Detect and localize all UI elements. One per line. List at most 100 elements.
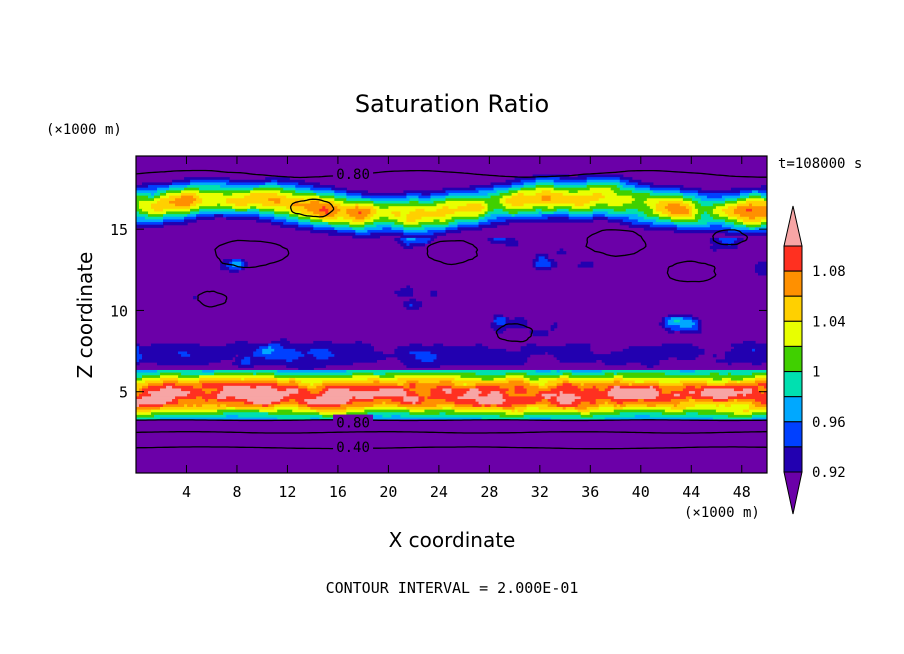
field-cell bbox=[526, 406, 540, 411]
field-cell bbox=[175, 203, 191, 207]
field-cell bbox=[697, 412, 735, 416]
field-cell bbox=[163, 383, 176, 387]
field-cell bbox=[265, 182, 278, 186]
field-cell bbox=[403, 245, 414, 250]
field-cell bbox=[409, 211, 456, 215]
field-cell bbox=[136, 206, 140, 210]
field-cell bbox=[637, 219, 657, 223]
field-cell bbox=[418, 195, 432, 199]
field-cell bbox=[244, 356, 251, 361]
field-cell bbox=[400, 214, 408, 218]
field-cell bbox=[745, 224, 762, 228]
field-cell bbox=[553, 211, 570, 215]
field-cell bbox=[142, 388, 161, 392]
field-cell bbox=[580, 414, 594, 419]
field-cell bbox=[262, 404, 269, 408]
field-cell bbox=[718, 214, 729, 218]
field-cell bbox=[478, 388, 510, 392]
field-cell bbox=[559, 248, 564, 252]
field-cell bbox=[373, 399, 393, 403]
field-cell bbox=[280, 399, 290, 403]
field-cell bbox=[148, 195, 155, 199]
field-cell bbox=[190, 179, 230, 184]
field-cell bbox=[652, 211, 663, 215]
field-cell bbox=[577, 264, 594, 268]
field-cell bbox=[562, 391, 609, 395]
field-cell bbox=[394, 214, 402, 218]
field-cell bbox=[349, 224, 365, 228]
field-cell bbox=[241, 377, 245, 382]
field-cell bbox=[262, 351, 272, 355]
colorbar-top-arrow bbox=[783, 205, 803, 247]
field-cell bbox=[487, 219, 507, 223]
field-cell bbox=[748, 216, 756, 220]
field-cell bbox=[289, 377, 296, 382]
field-cell bbox=[751, 412, 767, 416]
field-cell bbox=[232, 192, 251, 197]
field-cell bbox=[337, 206, 356, 210]
field-cell bbox=[409, 343, 423, 347]
field-cell bbox=[748, 227, 756, 231]
field-cell bbox=[160, 417, 278, 421]
field-cell bbox=[631, 195, 684, 199]
field-cell bbox=[577, 174, 624, 178]
x-tick-label: 48 bbox=[733, 483, 751, 501]
field-cell bbox=[298, 182, 320, 186]
field-cell bbox=[454, 409, 513, 413]
field-cell bbox=[208, 399, 218, 403]
field-cell bbox=[148, 214, 164, 218]
field-cell bbox=[538, 383, 546, 387]
field-cell bbox=[292, 409, 317, 413]
field-cell bbox=[184, 177, 230, 181]
field-cell bbox=[322, 383, 399, 387]
field-cell bbox=[187, 214, 197, 218]
field-cell bbox=[364, 222, 374, 226]
field-cell bbox=[136, 412, 152, 416]
field-cell bbox=[616, 192, 651, 197]
field-cell bbox=[553, 354, 699, 358]
contour-label-background bbox=[333, 414, 374, 430]
field-cell bbox=[226, 216, 260, 220]
field-cell bbox=[454, 383, 465, 387]
plot-frame bbox=[135, 155, 768, 474]
field-cell bbox=[655, 388, 663, 392]
field-cell bbox=[535, 179, 555, 184]
field-cell bbox=[409, 409, 426, 413]
field-cell bbox=[607, 219, 624, 223]
field-cell bbox=[553, 322, 558, 326]
field-cell bbox=[631, 383, 660, 387]
field-cell bbox=[271, 219, 287, 223]
field-cell bbox=[148, 185, 170, 189]
field-cell bbox=[691, 208, 699, 213]
field-cell bbox=[226, 198, 269, 202]
field-cell bbox=[490, 325, 528, 329]
field-cell bbox=[364, 224, 377, 228]
field-cell bbox=[727, 229, 767, 234]
field-cell bbox=[505, 319, 528, 324]
field-cell bbox=[703, 211, 708, 215]
field-cell bbox=[544, 383, 558, 387]
field-cell bbox=[271, 346, 284, 350]
field-cell bbox=[298, 200, 311, 205]
field-cell bbox=[181, 190, 200, 194]
field-cell bbox=[493, 237, 507, 242]
field-cell bbox=[394, 237, 402, 242]
field-cell bbox=[523, 380, 531, 384]
field-cell bbox=[136, 380, 146, 384]
contour-closed-loop bbox=[585, 229, 647, 257]
field-cell bbox=[397, 293, 414, 297]
field-cell bbox=[220, 264, 227, 268]
field-cell bbox=[622, 375, 756, 379]
field-cell bbox=[379, 375, 396, 379]
field-cell bbox=[742, 222, 762, 226]
field-cell bbox=[346, 369, 537, 374]
field-cell bbox=[154, 208, 164, 213]
field-cell bbox=[295, 348, 311, 353]
field-cell bbox=[514, 214, 543, 218]
field-cell bbox=[733, 346, 767, 350]
field-cell bbox=[136, 351, 140, 355]
field-cell bbox=[613, 380, 621, 384]
field-cell bbox=[679, 330, 702, 334]
field-cell bbox=[607, 401, 618, 405]
field-cell bbox=[580, 383, 585, 387]
